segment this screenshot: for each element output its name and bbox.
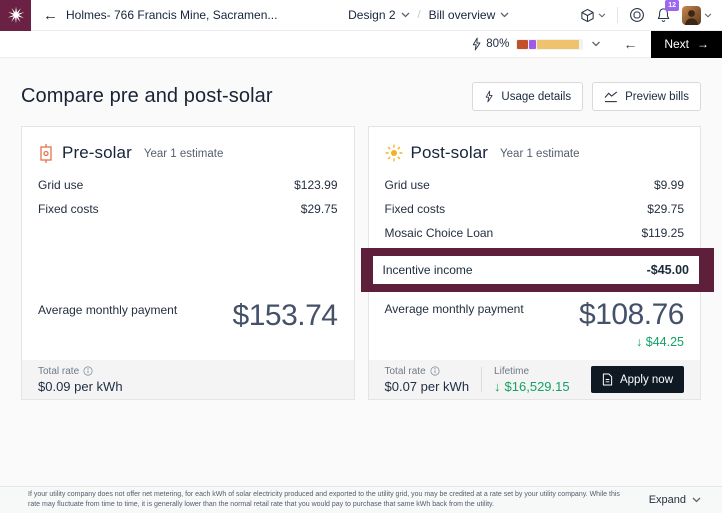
row-value: $9.99 [653,178,684,192]
row-label: Incentive income [382,263,473,277]
design-tools-button[interactable] [580,8,606,23]
sun-icon [385,144,402,162]
left-arrow-icon: ← [623,36,638,52]
energy-offset-percent: 80% [486,38,510,50]
row-value: $29.75 [300,202,338,216]
divider [481,367,483,392]
starburst-icon [7,6,24,24]
down-arrow-icon: ↓ [494,378,501,394]
notifications-button[interactable]: 12 [656,0,679,23]
back-button[interactable]: ← [43,8,58,23]
row-label: Grid use [38,178,84,192]
row-label: Grid use [384,178,430,192]
cost-row: Grid use $9.99 [385,173,685,197]
mosaic-logo [0,0,31,31]
info-icon[interactable] [83,366,93,376]
topbar-actions: 12 [580,0,722,25]
chevron-down-icon [598,12,606,18]
disclaimer-text: If your utility company does not offer n… [28,490,620,508]
chevron-down-icon [500,12,509,18]
topbar: ← Holmes- 766 Francis Mine, Sacramen... … [0,0,722,31]
disclaimer-bar: If your utility company does not offer n… [0,486,722,513]
avatar [682,5,701,25]
chevron-down-icon [704,12,712,18]
page-title: Compare pre and post-solar [21,85,273,107]
cube-icon [581,8,594,22]
right-arrow-icon: → [697,37,709,51]
progress-segment-rust [517,39,529,49]
average-payment-value: $153.74 [232,299,338,332]
previous-step-button[interactable]: ← [623,36,637,52]
help-lifebuoy-icon [630,8,644,22]
monthly-savings: ↓ $44.25 [636,335,684,349]
usage-details-button[interactable]: Usage details [472,82,584,111]
project-title: Holmes- 766 Francis Mine, Sacramen... [66,8,278,22]
average-payment: Average monthly payment $108.76 ↓ $44.25 [384,298,685,349]
pre-solar-footer: Total rate $0.09 per kWh [22,360,354,399]
help-button[interactable] [629,7,645,23]
preview-bills-button[interactable]: Preview bills [592,82,701,111]
chart-icon [604,90,618,102]
bolt-icon [486,90,493,103]
row-value: $29.75 [647,202,684,216]
row-label: Mosaic Choice Loan [384,226,494,240]
design-selector[interactable]: Design 2 [348,8,409,22]
design-toolbar: 80% ← Next → [0,30,722,58]
next-step-button[interactable]: Next → [651,30,722,58]
card-subtitle: Year 1 estimate [143,148,224,160]
progress-segment-gold [537,39,580,49]
page-selector[interactable]: Bill overview [429,8,510,22]
row-value: $123.99 [294,178,338,192]
row-value: -$45.00 [646,263,689,277]
progress-segment-purple [529,39,537,49]
post-solar-card: Post-solar Year 1 estimate Grid use $9.9… [360,126,714,400]
back-arrow-icon: ← [43,6,58,24]
cost-row: Grid use $123.99 [38,173,338,197]
pre-solar-card: Pre-solar Year 1 estimate Grid use $123.… [21,126,355,400]
divider [617,7,618,23]
post-solar-footer: Total rate $0.07 per kWh Lifetime ↓ [368,360,700,399]
incentive-income-row: Incentive income -$45.00 [372,256,699,284]
chevron-down-icon [401,12,409,18]
apply-now-button[interactable]: Apply now [590,366,684,393]
lifetime-savings: ↓ $16,529.15 [494,378,570,394]
info-icon[interactable] [430,366,440,376]
row-label: Fixed costs [38,202,99,216]
card-title: Post-solar [410,143,489,162]
bolt-icon [473,37,481,51]
notification-badge: 12 [665,0,679,11]
cost-rows: Grid use $9.99 Fixed costs $29.75 Mosaic… [385,173,685,245]
account-menu-button[interactable] [682,5,712,25]
expand-button[interactable]: Expand [649,494,701,506]
row-label: Fixed costs [384,202,446,216]
cost-row: Mosaic Choice Loan $119.25 [385,221,685,245]
breadcrumb-separator: / [417,9,421,21]
row-value: $119.25 [641,226,685,240]
chevron-down-icon [592,41,601,47]
total-rate-value: $0.09 per kWh [38,378,123,394]
incentive-highlight-band: Incentive income -$45.00 [360,248,714,292]
total-rate-value: $0.07 per kWh [384,378,470,394]
offset-dropdown-button[interactable] [591,41,601,47]
card-title: Pre-solar [62,143,132,162]
average-payment-value: $108.76 [579,298,684,331]
cost-row: Fixed costs $29.75 [385,197,685,221]
main-content: Compare pre and post-solar Usage details… [0,58,722,486]
card-subtitle: Year 1 estimate [500,148,580,160]
down-arrow-icon: ↓ [636,335,643,349]
chevron-down-icon [692,497,701,503]
cost-row: Fixed costs $29.75 [38,197,338,221]
offset-progress-bar [516,38,584,50]
document-icon [602,373,613,386]
breadcrumb: Design 2 / Bill overview [348,8,509,22]
cost-rows: Grid use $123.99 Fixed costs $29.75 [38,173,338,221]
utility-meter-icon [40,143,52,163]
average-payment: Average monthly payment $153.74 [38,299,338,332]
